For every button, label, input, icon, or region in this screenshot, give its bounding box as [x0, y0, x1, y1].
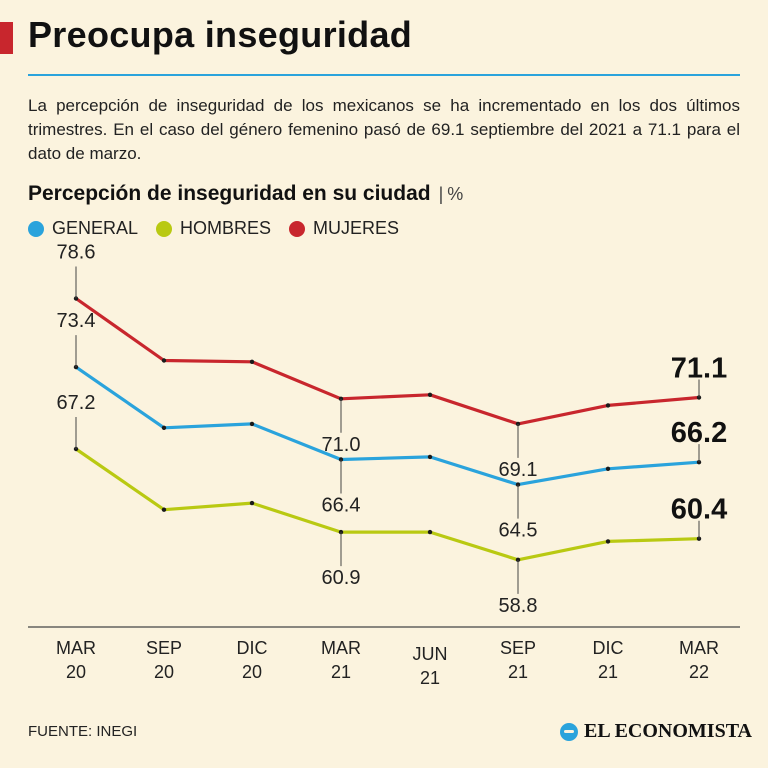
series-line-general	[75, 365, 700, 487]
separator: |	[438, 184, 444, 204]
series-line-hombres	[75, 447, 700, 562]
x-tick-label: DIC	[593, 638, 624, 658]
data-point-hombres	[249, 500, 255, 506]
x-tick-label: 20	[242, 662, 262, 682]
data-point-general	[338, 457, 344, 462]
data-label-hombres: 60.4	[671, 494, 727, 526]
data-point-general	[427, 454, 433, 460]
legend-item-mujeres: MUJERES	[289, 218, 399, 239]
data-label-hombres: 67.2	[57, 392, 96, 414]
data-label-mujeres: 69.1	[499, 459, 538, 481]
legend-label-general: GENERAL	[52, 218, 139, 238]
source-note: FUENTE: INEGI	[28, 723, 138, 740]
x-tick-label: MAR	[679, 638, 719, 658]
x-tick-label: 21	[420, 668, 440, 688]
data-point-general	[515, 482, 521, 487]
description: La percepción de inseguridad de los mexi…	[28, 96, 740, 163]
accent-bar	[0, 22, 13, 54]
data-point-mujeres	[161, 358, 167, 363]
legend-item-hombres: HOMBRES	[156, 218, 271, 239]
data-point-hombres	[605, 539, 611, 544]
data-label-general: 73.4	[57, 310, 96, 332]
data-label-general: 66.2	[671, 417, 727, 449]
data-label-mujeres: 71.0	[322, 434, 361, 456]
x-tick-label: MAR	[321, 638, 361, 658]
chart-title: Percepción de inseguridad en su ciudad	[28, 182, 431, 205]
data-point-mujeres	[73, 296, 79, 301]
legend-dot-mujeres	[289, 220, 306, 237]
x-tick-label: 21	[331, 662, 351, 682]
data-point-hombres	[73, 446, 79, 452]
x-tick-label: SEP	[146, 638, 182, 658]
data-point-general	[605, 466, 611, 471]
data-point-hombres	[338, 529, 344, 535]
x-tick-label: 20	[66, 662, 86, 682]
data-label-general: 64.5	[499, 520, 538, 542]
data-point-mujeres	[696, 395, 702, 400]
x-tick-label: 22	[689, 662, 709, 682]
legend-label-mujeres: MUJERES	[313, 218, 400, 238]
legend-label-hombres: HOMBRES	[180, 218, 272, 238]
data-label-hombres: 58.8	[499, 595, 538, 617]
data-point-general	[696, 460, 702, 465]
brand-logo: EL ECONOMISTA	[560, 720, 752, 743]
data-label-mujeres: 78.6	[57, 241, 96, 263]
data-point-mujeres	[427, 392, 433, 397]
data-point-mujeres	[605, 403, 611, 408]
data-point-hombres	[427, 529, 433, 535]
title-rule	[28, 74, 740, 76]
data-point-general	[161, 425, 167, 430]
data-label-mujeres: 71.1	[671, 352, 727, 384]
legend-dot-hombres	[156, 220, 173, 237]
brand-icon	[560, 722, 578, 741]
chart-subtitle: Percepción de inseguridad en su ciudad |%	[28, 182, 463, 206]
chart-unit: %	[447, 184, 464, 204]
legend-item-general: GENERAL	[28, 218, 138, 239]
legend: GENERAL HOMBRES MUJERES	[28, 218, 399, 239]
data-point-mujeres	[249, 359, 255, 364]
data-point-general	[249, 421, 255, 427]
data-label-general: 66.4	[322, 495, 361, 517]
x-tick-label: 21	[508, 662, 528, 682]
data-point-hombres	[515, 557, 521, 562]
legend-dot-general	[28, 220, 44, 237]
page-title: Preocupa inseguridad	[28, 14, 413, 55]
brand-name: EL ECONOMISTA	[584, 720, 752, 742]
x-tick-label: MAR	[56, 638, 96, 658]
data-label-hombres: 60.9	[322, 567, 361, 589]
x-tick-label: SEP	[500, 638, 536, 658]
x-tick-label: JUN	[413, 644, 448, 664]
x-tick-label: DIC	[237, 638, 268, 658]
x-tick-label: 21	[598, 662, 618, 682]
series-line-mujeres	[75, 297, 700, 426]
x-tick-label: 20	[154, 662, 174, 682]
data-point-hombres	[161, 507, 167, 512]
